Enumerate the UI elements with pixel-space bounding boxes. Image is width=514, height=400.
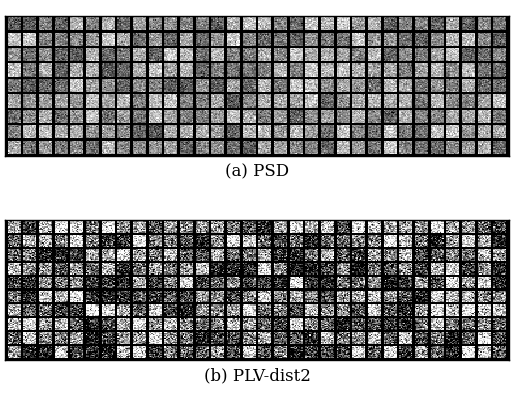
X-axis label: (b) PLV-dist2: (b) PLV-dist2 [204, 367, 310, 384]
X-axis label: (a) PSD: (a) PSD [225, 163, 289, 180]
